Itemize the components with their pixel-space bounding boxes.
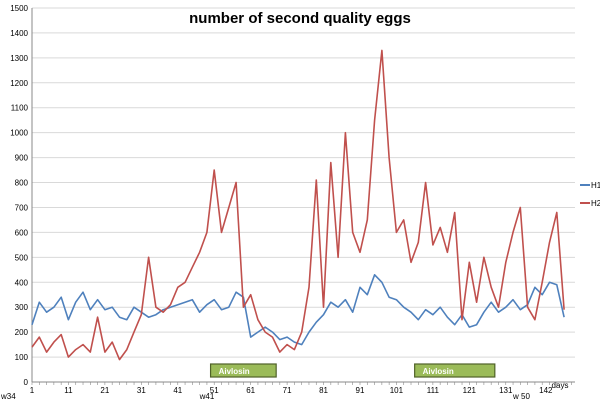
y-tick-label: 600 xyxy=(15,228,29,237)
y-tick-label: 1300 xyxy=(10,54,28,63)
y-tick-label: 400 xyxy=(15,278,29,287)
y-tick-label: 1100 xyxy=(11,104,29,113)
week-label: w34 xyxy=(0,392,16,401)
x-tick-label: 41 xyxy=(173,386,182,395)
y-tick-label: 1400 xyxy=(10,29,28,38)
treatment-bar xyxy=(414,363,496,378)
treatment-bar xyxy=(209,363,277,378)
y-tick-label: 500 xyxy=(15,253,29,262)
y-axis: 0 100 200 300 400 500 600 700 800 900 1000 1100 1200… xyxy=(10,4,33,387)
x-tick-label: 51 xyxy=(210,386,219,395)
y-tick-label: 700 xyxy=(15,203,29,212)
x-tick-label: 121 xyxy=(463,386,477,395)
y-tick-label: 100 xyxy=(15,353,29,362)
annotations: w34 w41 w 50 xyxy=(0,392,530,401)
x-tick-label: 142 xyxy=(539,386,553,395)
series-line-h1 xyxy=(31,273,565,346)
x-tick-label: 101 xyxy=(390,386,404,395)
y-tick-label: 800 xyxy=(15,179,29,188)
x-tick-label: 91 xyxy=(356,386,365,395)
x-tick-label: 71 xyxy=(283,386,292,395)
y-tick-label: 0 xyxy=(24,378,29,387)
treatment-bars: Aivlosin Aivlosin xyxy=(209,363,496,378)
x-tick-label: 131 xyxy=(499,386,513,395)
week-label: w41 xyxy=(199,392,215,401)
legend-label-h2: H2 xyxy=(591,199,600,208)
x-tick-label: 111 xyxy=(427,386,440,395)
y-tick-label: 900 xyxy=(15,154,29,163)
y-tick-label: 200 xyxy=(15,328,29,337)
y-tick-label: 1500 xyxy=(10,4,28,13)
x-tick-label: 11 xyxy=(64,386,73,395)
legend-label-h1: H1 xyxy=(591,181,600,190)
treatment-label: Aivlosin xyxy=(219,367,250,376)
x-tick-label: 21 xyxy=(100,386,109,395)
series-line-h2 xyxy=(31,49,565,361)
x-tick-label: 61 xyxy=(246,386,255,395)
x-axis-label: days xyxy=(552,381,569,390)
y-tick-label: 1000 xyxy=(10,129,28,138)
y-tick-label: 1200 xyxy=(10,79,28,88)
y-tick-label: 300 xyxy=(15,303,29,312)
x-tick-label: 81 xyxy=(319,386,328,395)
x-tick-label: 1 xyxy=(30,386,35,395)
x-tick-label: 31 xyxy=(137,386,146,395)
week-label: w 50 xyxy=(512,392,530,401)
series-lines xyxy=(31,49,565,361)
gridlines xyxy=(32,7,575,383)
chart-title: number of second quality eggs xyxy=(189,10,411,27)
treatment-label: Aivlosin xyxy=(423,367,454,376)
x-axis: 1 11 21 31 41 51 61 71 81 91 101 111 121 131 142 xyxy=(30,381,575,395)
legend: H1 H2 xyxy=(580,181,600,208)
